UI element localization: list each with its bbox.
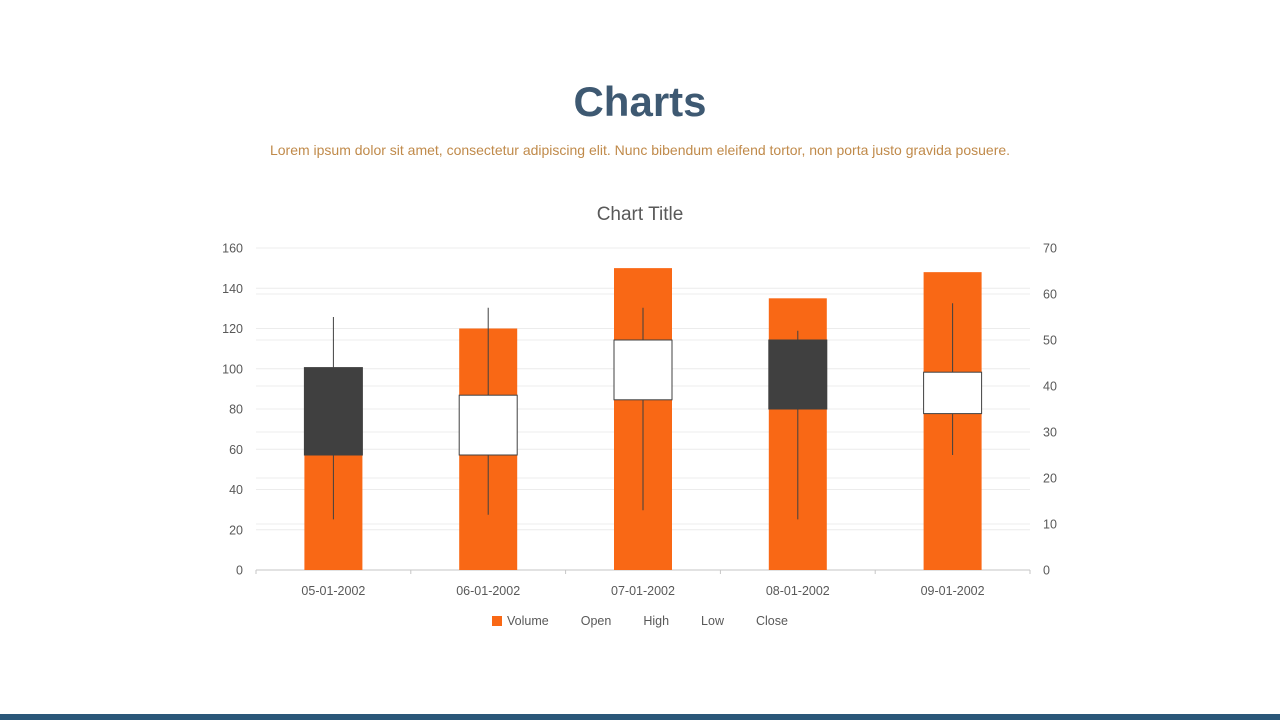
stock-chart: Chart Title 0 20 40 60 80 100 120 140 160 0 10 20 30… [200, 190, 1080, 650]
right-axis-label: 50 [1043, 334, 1057, 348]
legend-item-open: Open [581, 614, 612, 628]
left-axis-label: 80 [229, 403, 243, 417]
right-axis-label: 0 [1043, 564, 1050, 578]
candle-body-up [923, 371, 983, 415]
legend-label-low: Low [701, 614, 724, 628]
right-axis-label: 20 [1043, 472, 1057, 486]
chart-legend: Volume Open High Low Close [200, 614, 1080, 628]
legend-label-volume: Volume [507, 614, 549, 628]
x-axis-category-label: 08-01-2002 [766, 584, 830, 598]
footer-accent-bar [0, 714, 1280, 720]
left-axis-label: 40 [229, 483, 243, 497]
candle-body-up [613, 339, 673, 401]
x-axis-category-label: 09-01-2002 [921, 584, 985, 598]
right-axis-label: 40 [1043, 380, 1057, 394]
volume-swatch-icon [492, 616, 503, 626]
left-axis-label: 160 [222, 242, 243, 256]
left-axis-label: 120 [222, 322, 243, 336]
legend-label-high: High [643, 614, 670, 628]
legend-label-open: Open [580, 614, 612, 628]
candle-body-up [458, 394, 518, 456]
right-axis-label: 60 [1043, 288, 1057, 302]
legend-label-close: Close [755, 614, 788, 628]
left-axis-label: 20 [229, 523, 243, 537]
candle-body-down [303, 367, 363, 456]
candle-body-down [768, 339, 828, 410]
legend-item-close: Close [756, 614, 788, 628]
left-axis-label: 140 [222, 282, 243, 296]
chart-title: Chart Title [596, 204, 684, 225]
right-axis-label: 30 [1043, 426, 1057, 440]
x-axis-category-label: 07-01-2002 [611, 584, 675, 598]
legend-item-high: High [643, 614, 669, 628]
left-axis-label: 60 [229, 443, 243, 457]
left-axis-label: 100 [222, 362, 243, 376]
page-title: Charts [573, 78, 707, 125]
legend-item-low: Low [701, 614, 724, 628]
right-axis-label: 70 [1043, 242, 1057, 256]
page-subtitle: Lorem ipsum dolor sit amet, consectetur … [269, 142, 1011, 158]
x-axis-category-label: 06-01-2002 [456, 584, 520, 598]
stock-chart-canvas: 0 20 40 60 80 100 120 140 160 0 10 20 30 40 50 60 70 05-0… [222, 242, 1057, 599]
x-axis-category-label: 05-01-2002 [301, 584, 365, 598]
right-axis-label: 10 [1043, 518, 1057, 532]
left-axis-label: 0 [236, 564, 243, 578]
legend-item-volume: Volume [492, 614, 549, 628]
